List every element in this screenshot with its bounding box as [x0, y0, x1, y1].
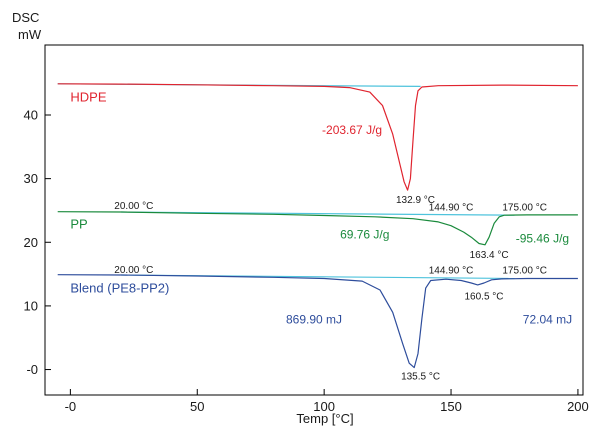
- annotation-label: 20.00 °C: [114, 201, 153, 212]
- annotation-label: 175.00 °C: [502, 202, 547, 213]
- baselines-layer: [57, 83, 515, 280]
- hdpe-series-label: HDPE: [70, 90, 106, 105]
- annotation-label: 175.00 °C: [502, 265, 547, 276]
- annotation-label: 144.90 °C: [429, 265, 474, 276]
- pp-series-label: PP: [70, 216, 87, 231]
- y-tick-label: 20: [24, 235, 38, 250]
- annotation-label: 69.76 J/g: [340, 227, 389, 241]
- annotation-label: 160.5 °C: [465, 292, 504, 303]
- y-tick-label: 30: [24, 171, 38, 186]
- hdpe-series-line: [57, 83, 578, 191]
- tick-marks-layer: [45, 114, 579, 395]
- pp-series-line: [57, 211, 578, 246]
- annotation-label: 132.9 °C: [396, 195, 435, 206]
- y-axis-title-line1: DSC: [12, 10, 39, 25]
- annotation-label: 20.00 °C: [114, 265, 153, 276]
- annotation-label: 72.04 mJ: [523, 313, 572, 327]
- annotations-layer: -0 50 100 150 200 -0 10 20 30 40 HDPE PP Blend (PE8-…: [24, 90, 589, 414]
- annotation-label: 163.4 °C: [470, 250, 509, 261]
- y-axis-title-line2: mW: [18, 27, 42, 42]
- blend-pe8-pp2-series-line: [57, 274, 578, 369]
- x-tick-label: 100: [313, 399, 335, 414]
- plot-frame: [44, 44, 584, 396]
- x-tick-label: 150: [440, 399, 462, 414]
- series-layer: [57, 83, 578, 369]
- annotation-label: -95.46 J/g: [516, 231, 569, 245]
- x-tick-label: 200: [567, 399, 589, 414]
- annotation-label: 135.5 °C: [401, 372, 440, 383]
- annotation-label: 869.90 mJ: [286, 313, 342, 327]
- x-tick-label: 50: [190, 399, 204, 414]
- y-tick-label: 40: [24, 108, 38, 123]
- x-tick-label: -0: [65, 399, 77, 414]
- annotation-label: -203.67 J/g: [322, 123, 382, 137]
- y-tick-label: -0: [26, 362, 38, 377]
- y-tick-label: 10: [24, 298, 38, 313]
- x-axis-title: Temp [°C]: [296, 411, 353, 426]
- blend-pe8-pp2-series-label: Blend (PE8-PP2): [70, 281, 169, 296]
- annotation-label: 144.90 °C: [429, 202, 474, 213]
